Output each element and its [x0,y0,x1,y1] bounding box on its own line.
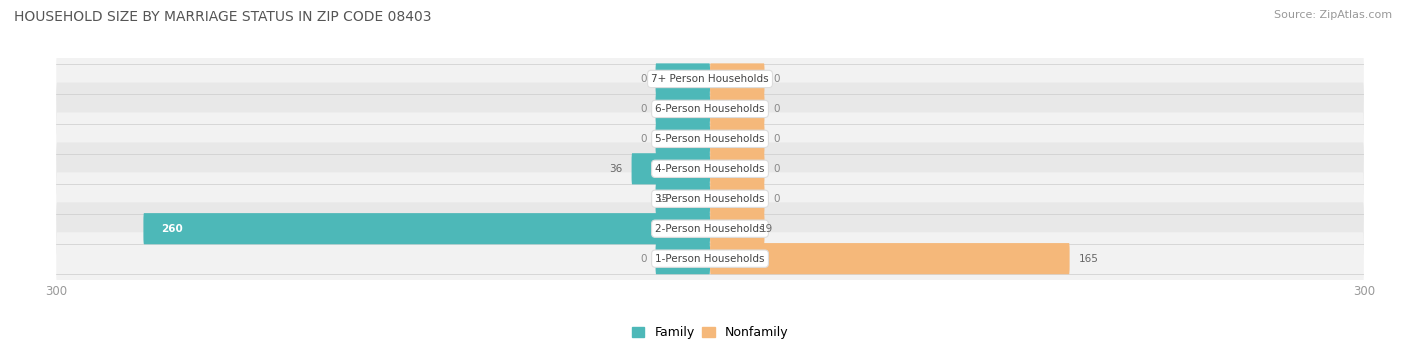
Text: 1-Person Households: 1-Person Households [655,254,765,264]
Text: 0: 0 [773,134,780,144]
FancyBboxPatch shape [710,123,765,154]
Legend: Family, Nonfamily: Family, Nonfamily [627,321,793,341]
Text: 0: 0 [773,74,780,84]
Text: 165: 165 [1078,254,1098,264]
FancyBboxPatch shape [655,243,710,274]
Text: 0: 0 [773,104,780,114]
FancyBboxPatch shape [710,243,1070,274]
FancyBboxPatch shape [655,183,710,214]
Text: 0: 0 [773,164,780,174]
FancyBboxPatch shape [631,153,710,184]
FancyBboxPatch shape [710,63,765,94]
Text: 0: 0 [640,134,647,144]
FancyBboxPatch shape [56,173,1364,225]
Text: 4-Person Households: 4-Person Households [655,164,765,174]
Text: Source: ZipAtlas.com: Source: ZipAtlas.com [1274,10,1392,20]
Text: 260: 260 [160,224,183,234]
Text: 0: 0 [640,254,647,264]
FancyBboxPatch shape [710,153,765,184]
Text: 7+ Person Households: 7+ Person Households [651,74,769,84]
Text: 6-Person Households: 6-Person Households [655,104,765,114]
FancyBboxPatch shape [710,93,765,124]
Text: HOUSEHOLD SIZE BY MARRIAGE STATUS IN ZIP CODE 08403: HOUSEHOLD SIZE BY MARRIAGE STATUS IN ZIP… [14,10,432,24]
FancyBboxPatch shape [655,93,710,124]
Text: 15: 15 [655,194,669,204]
Text: 19: 19 [761,224,773,234]
Text: 5-Person Households: 5-Person Households [655,134,765,144]
FancyBboxPatch shape [655,63,710,94]
FancyBboxPatch shape [710,183,765,214]
FancyBboxPatch shape [56,232,1364,285]
Text: 2-Person Households: 2-Person Households [655,224,765,234]
Text: 36: 36 [610,164,623,174]
Text: 0: 0 [640,74,647,84]
FancyBboxPatch shape [56,83,1364,135]
Text: 3-Person Households: 3-Person Households [655,194,765,204]
FancyBboxPatch shape [56,143,1364,195]
FancyBboxPatch shape [710,213,765,244]
FancyBboxPatch shape [56,113,1364,165]
FancyBboxPatch shape [143,213,710,244]
FancyBboxPatch shape [56,202,1364,255]
FancyBboxPatch shape [655,123,710,154]
Text: 0: 0 [640,104,647,114]
FancyBboxPatch shape [56,53,1364,105]
Text: 0: 0 [773,194,780,204]
